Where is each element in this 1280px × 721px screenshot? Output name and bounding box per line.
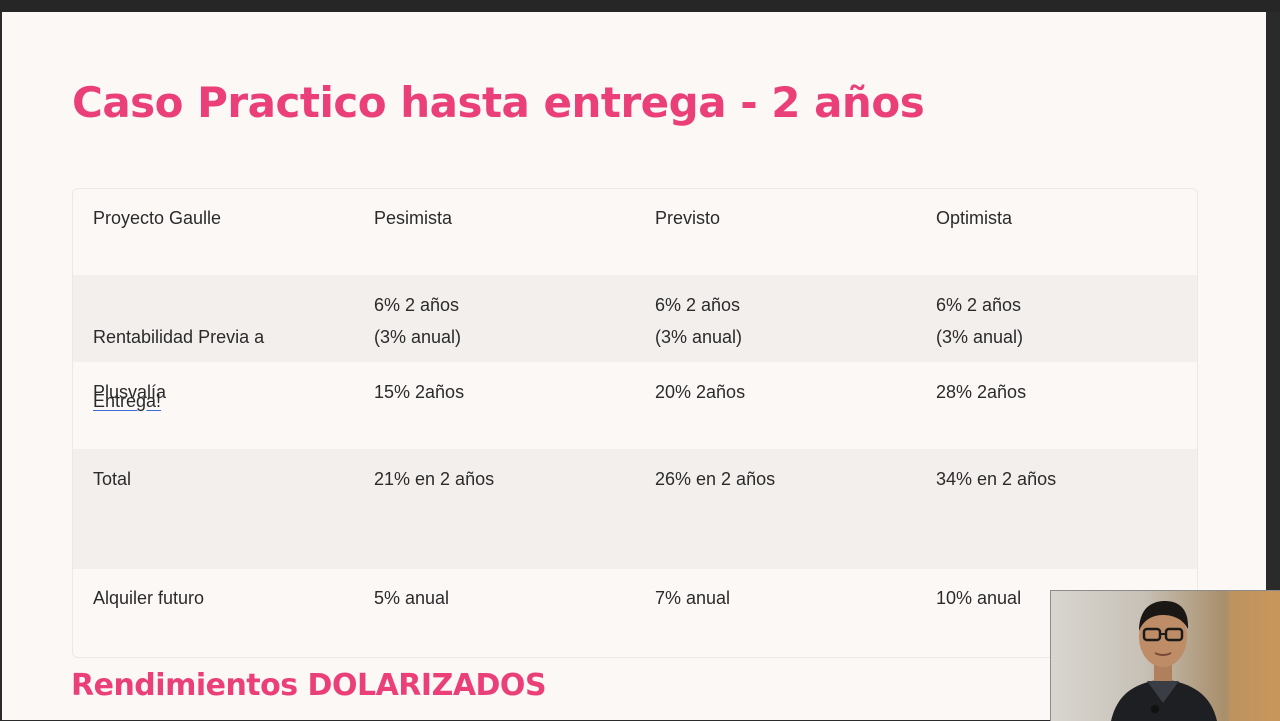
row-label-plusvalia: Plusvalía	[93, 382, 167, 402]
cell-pesimista: 5% anual	[374, 588, 450, 608]
cell-optimista: 10% anual	[936, 588, 1022, 608]
person-webcam-icon	[1111, 591, 1280, 721]
row-label-rentabilidad: Rentabilidad Previa a Entrega!	[93, 289, 353, 417]
cell-optimista: 28% 2años	[936, 382, 1027, 402]
row-label-text: Rentabilidad Previa a	[93, 327, 265, 347]
scenario-table: Proyecto Gaulle Pesimista Previsto Optim…	[72, 188, 1198, 658]
table-row: Total 21% en 2 años 26% en 2 años 34% en…	[73, 449, 1197, 569]
slide-title: Caso Practico hasta entrega - 2 años	[72, 78, 925, 127]
table-row: Alquiler futuro 5% anual 7% anual 10% an…	[73, 569, 1197, 657]
webcam-overlay	[1050, 590, 1280, 721]
cell-optimista: 6% 2 años (3% anual)	[936, 295, 1024, 347]
table-row: Plusvalía 15% 2años 20% 2años 28% 2años	[73, 362, 1197, 449]
entrega-link[interactable]: Entrega!	[93, 391, 162, 411]
row-label-total: Total	[93, 469, 132, 489]
header-pesimista: Pesimista	[374, 208, 453, 228]
window-edge	[1266, 12, 1280, 720]
cell-previsto: 6% 2 años (3% anual)	[655, 295, 743, 347]
table-header-row: Proyecto Gaulle Pesimista Previsto Optim…	[73, 189, 1197, 275]
slide-subtitle: Rendimientos DOLARIZADOS	[71, 668, 547, 703]
cell-pesimista: 6% 2 años (3% anual)	[374, 295, 462, 347]
header-previsto: Previsto	[655, 208, 721, 228]
cell-optimista: 34% en 2 años	[936, 469, 1057, 489]
cell-previsto: 26% en 2 años	[655, 469, 776, 489]
presentation-slide: Caso Practico hasta entrega - 2 años Pro…	[2, 12, 1266, 720]
cell-pesimista: 21% en 2 años	[374, 469, 495, 489]
header-project: Proyecto Gaulle	[93, 208, 222, 228]
table-row: Rentabilidad Previa a Entrega! 6% 2 años…	[73, 275, 1197, 411]
header-optimista: Optimista	[936, 208, 1013, 228]
cell-previsto: 20% 2años	[655, 382, 746, 402]
row-label-alquiler: Alquiler futuro	[93, 588, 205, 608]
window-top-bar	[0, 0, 1280, 12]
cell-previsto: 7% anual	[655, 588, 731, 608]
cell-pesimista: 15% 2años	[374, 382, 465, 402]
